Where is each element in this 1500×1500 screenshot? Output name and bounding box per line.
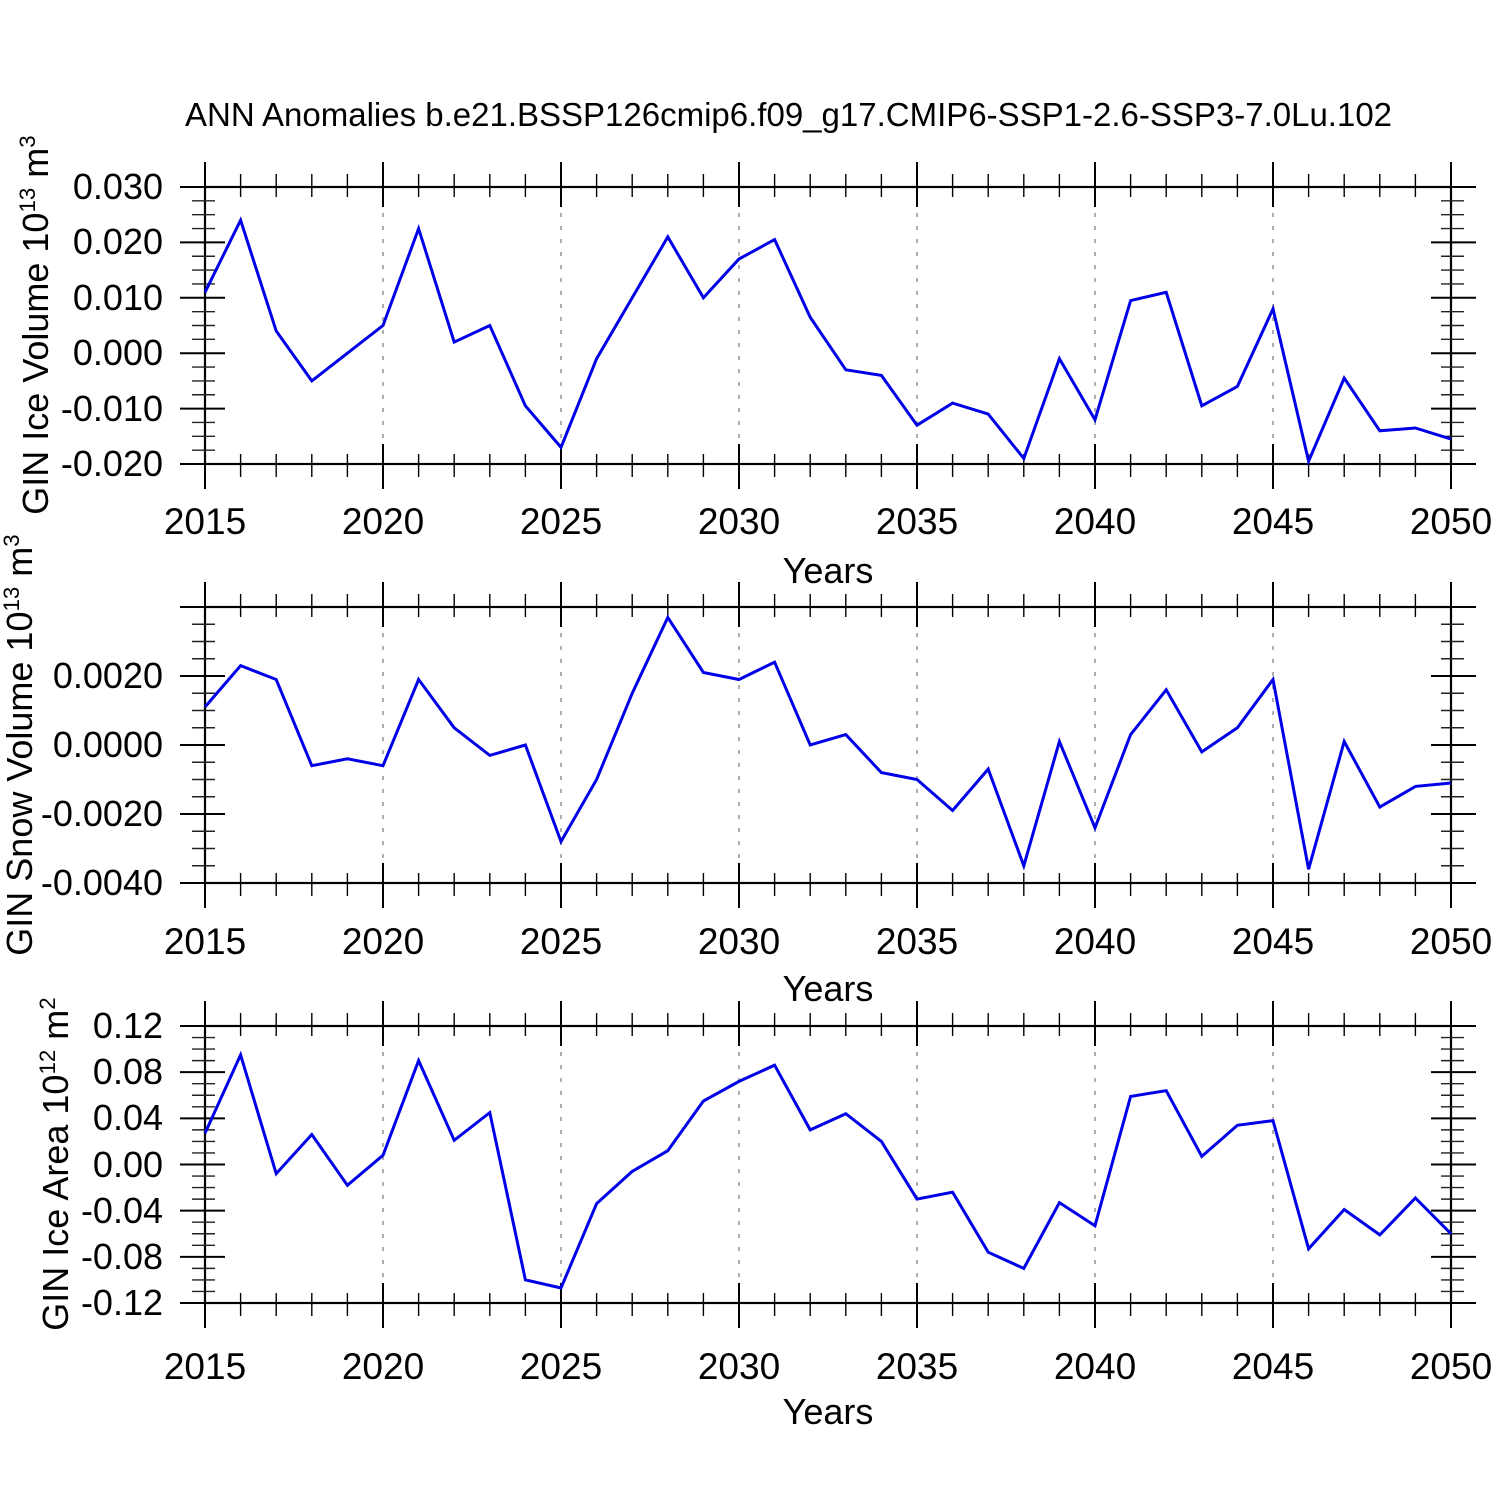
x-tick-label: 2045 [1231,1346,1315,1387]
y-tick-label: -0.12 [80,1282,163,1323]
x-tick-label: 2050 [1409,501,1493,542]
y-tick-label: 0.020 [72,221,163,263]
x-tick-label: 2015 [163,501,247,542]
y-tick-label: -0.0040 [40,862,163,903]
x-tick-label: 2025 [519,1346,603,1387]
x-tick-label: 2045 [1231,501,1315,542]
y-tick-label: 0.04 [92,1097,163,1139]
y-tick-label: -0.020 [60,443,163,484]
x-tick-label: 2020 [341,921,425,962]
x-tick-label: 2030 [697,1346,781,1387]
x-tick-label: 2035 [875,501,959,542]
y-tick-label: 0.00 [92,1143,163,1185]
exponent: 13 [0,586,24,612]
x-tick-label: 2035 [875,1346,959,1387]
figure-title: ANN Anomalies b.e21.BSSP126cmip6.f09_g17… [185,96,1393,133]
exponent: 3 [0,534,24,547]
y-tick-label: 0.08 [92,1051,163,1093]
y-tick-label: 0.030 [72,166,163,207]
y-tick-label: 0.010 [72,276,163,318]
panel-frame [203,1024,1453,1305]
x-tick-label: 2020 [341,501,425,542]
x-tick-label: 2030 [697,921,781,962]
x-tick-label: 2020 [341,1346,425,1387]
x-axis-title-panel1: Years [782,550,874,591]
data-line-gin-ice-area [203,1050,1453,1290]
y-tick-label: 0.0000 [52,724,163,765]
y-tick-label: -0.0020 [40,793,163,834]
x-tick-label: 2030 [697,501,781,542]
x-tick-label: 2050 [1409,1346,1493,1387]
y-tick-label: 0.000 [72,332,163,374]
x-tick-label: 2015 [163,921,247,962]
x-tick-label: 2015 [163,1346,247,1387]
x-tick-label: 2035 [875,921,959,962]
y-tick-label: 0.12 [92,1005,163,1046]
x-axis-title-panel2: Years [782,968,874,1009]
x-tick-label: 2040 [1053,921,1137,962]
x-tick-label: 2025 [519,501,603,542]
y-tick-label: -0.04 [80,1189,163,1231]
y-tick-label: -0.010 [60,387,163,429]
x-tick-label: 2040 [1053,501,1137,542]
y-tick-label: -0.08 [80,1235,163,1277]
x-axis-title-panel3: Years [782,1391,874,1432]
x-tick-label: 2050 [1409,921,1493,962]
x-tick-label: 2040 [1053,1346,1137,1387]
data-line-gin-ice-volume [203,216,1452,466]
data-line-gin-snow-volume [203,614,1452,871]
x-tick-label: 2025 [519,921,603,962]
x-tick-label: 2045 [1231,921,1315,962]
y-tick-label: 0.0020 [52,655,163,696]
exponent: 3 [15,135,40,148]
